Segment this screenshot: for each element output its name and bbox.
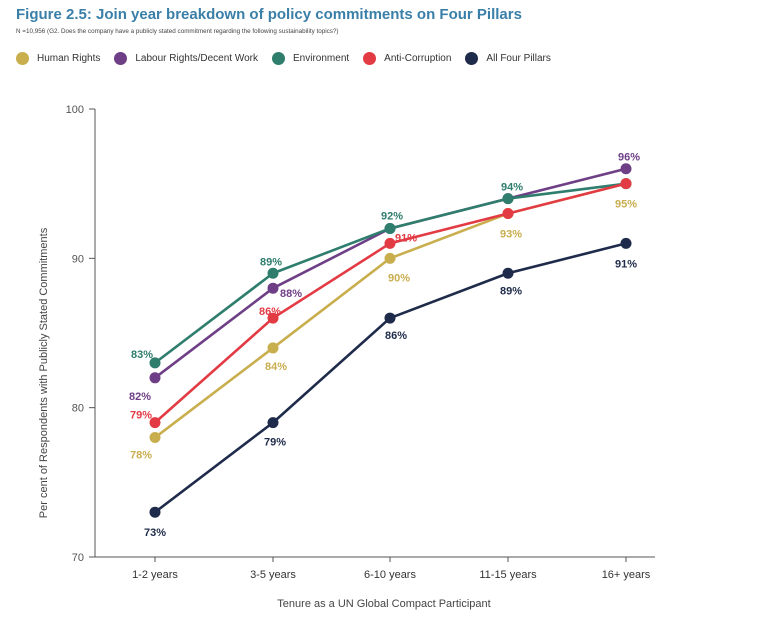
data-point-environment: [502, 193, 514, 205]
data-label-human-rights: 95%: [615, 199, 637, 211]
data-label-all-four-pillars: 79%: [264, 437, 286, 449]
x-tick-label: 11-15 years: [479, 569, 537, 581]
data-label-all-four-pillars: 86%: [385, 330, 407, 342]
legend-label: Environment: [293, 53, 350, 64]
data-label-anti-corruption: 79%: [130, 410, 152, 422]
x-tick-label: 3-5 years: [250, 569, 296, 581]
legend-marker: [16, 52, 29, 65]
legend-marker: [465, 52, 479, 65]
legend-item-anti-corruption: Anti-Corruption: [363, 52, 451, 65]
legend-item-labour-rights-decent-work: Labour Rights/Decent Work: [114, 52, 258, 65]
data-label-environment: 92%: [381, 210, 403, 222]
data-label-human-rights: 93%: [500, 229, 522, 241]
data-label-human-rights: 90%: [388, 272, 410, 284]
chart-title: Figure 2.5: Join year breakdown of polic…: [16, 6, 522, 23]
legend-marker: [114, 52, 128, 65]
data-label-all-four-pillars: 73%: [144, 527, 166, 539]
data-label-labour-rights-decent-work: 88%: [280, 288, 302, 300]
data-point-all-four-pillars: [384, 312, 396, 324]
data-point-labour-rights-decent-work: [149, 372, 161, 384]
x-tick-label: 1-2 years: [132, 569, 178, 581]
data-label-environment: 83%: [131, 349, 153, 361]
data-point-environment: [149, 357, 161, 369]
y-tick-label: 90: [72, 253, 84, 265]
y-tick-label: 70: [72, 552, 84, 564]
legend-item-environment: Environment: [272, 52, 349, 65]
x-tick-label: 6-10 years: [364, 569, 416, 581]
chart-subtitle: N =10,956 (G2. Does the company have a p…: [16, 28, 339, 35]
data-label-human-rights: 78%: [130, 450, 152, 462]
data-point-human-rights: [384, 252, 396, 264]
data-point-anti-corruption: [620, 178, 632, 190]
legend-item-human-rights: Human Rights: [16, 52, 100, 65]
y-axis-title: Per cent of Respondents with Publicly St…: [38, 227, 50, 518]
legend-marker: [272, 52, 286, 65]
data-point-environment: [267, 267, 279, 279]
data-label-environment: 94%: [501, 182, 523, 194]
legend-label: Human Rights: [37, 53, 101, 64]
data-point-anti-corruption: [267, 312, 279, 324]
data-label-labour-rights-decent-work: 96%: [618, 152, 640, 164]
legend-label: Labour Rights/Decent Work: [135, 53, 259, 64]
x-tick-label: 16+ years: [602, 569, 651, 581]
data-point-anti-corruption: [149, 417, 161, 429]
legend: Human Rights Labour Rights/Decent Work Env…: [16, 52, 565, 65]
legend-label: Anti-Corruption: [384, 53, 452, 64]
data-label-labour-rights-decent-work: 82%: [129, 391, 151, 403]
data-point-environment: [384, 222, 396, 234]
data-label-human-rights: 84%: [265, 361, 287, 373]
data-point-human-rights: [267, 342, 279, 354]
legend-marker: [363, 52, 377, 65]
data-label-all-four-pillars: 89%: [500, 285, 522, 297]
data-label-environment: 89%: [260, 256, 282, 268]
data-point-labour-rights-decent-work: [267, 282, 279, 294]
legend-label: All Four Pillars: [486, 53, 551, 64]
legend-item-all-four-pillars: All Four Pillars: [465, 52, 551, 65]
data-label-anti-corruption: 91%: [395, 232, 417, 244]
data-point-labour-rights-decent-work: [620, 163, 632, 175]
data-point-all-four-pillars: [267, 417, 279, 429]
data-point-all-four-pillars: [620, 237, 632, 249]
data-point-all-four-pillars: [149, 506, 161, 518]
y-tick-label: 100: [66, 104, 84, 116]
data-point-anti-corruption: [502, 208, 514, 220]
data-point-anti-corruption: [384, 237, 396, 249]
data-point-human-rights: [149, 432, 161, 444]
data-label-all-four-pillars: 91%: [615, 258, 637, 270]
data-label-anti-corruption: 86%: [259, 306, 281, 318]
data-point-all-four-pillars: [502, 267, 514, 279]
x-axis-title: Tenure as a UN Global Compact Participan…: [277, 598, 490, 610]
y-tick-label: 80: [72, 403, 84, 415]
